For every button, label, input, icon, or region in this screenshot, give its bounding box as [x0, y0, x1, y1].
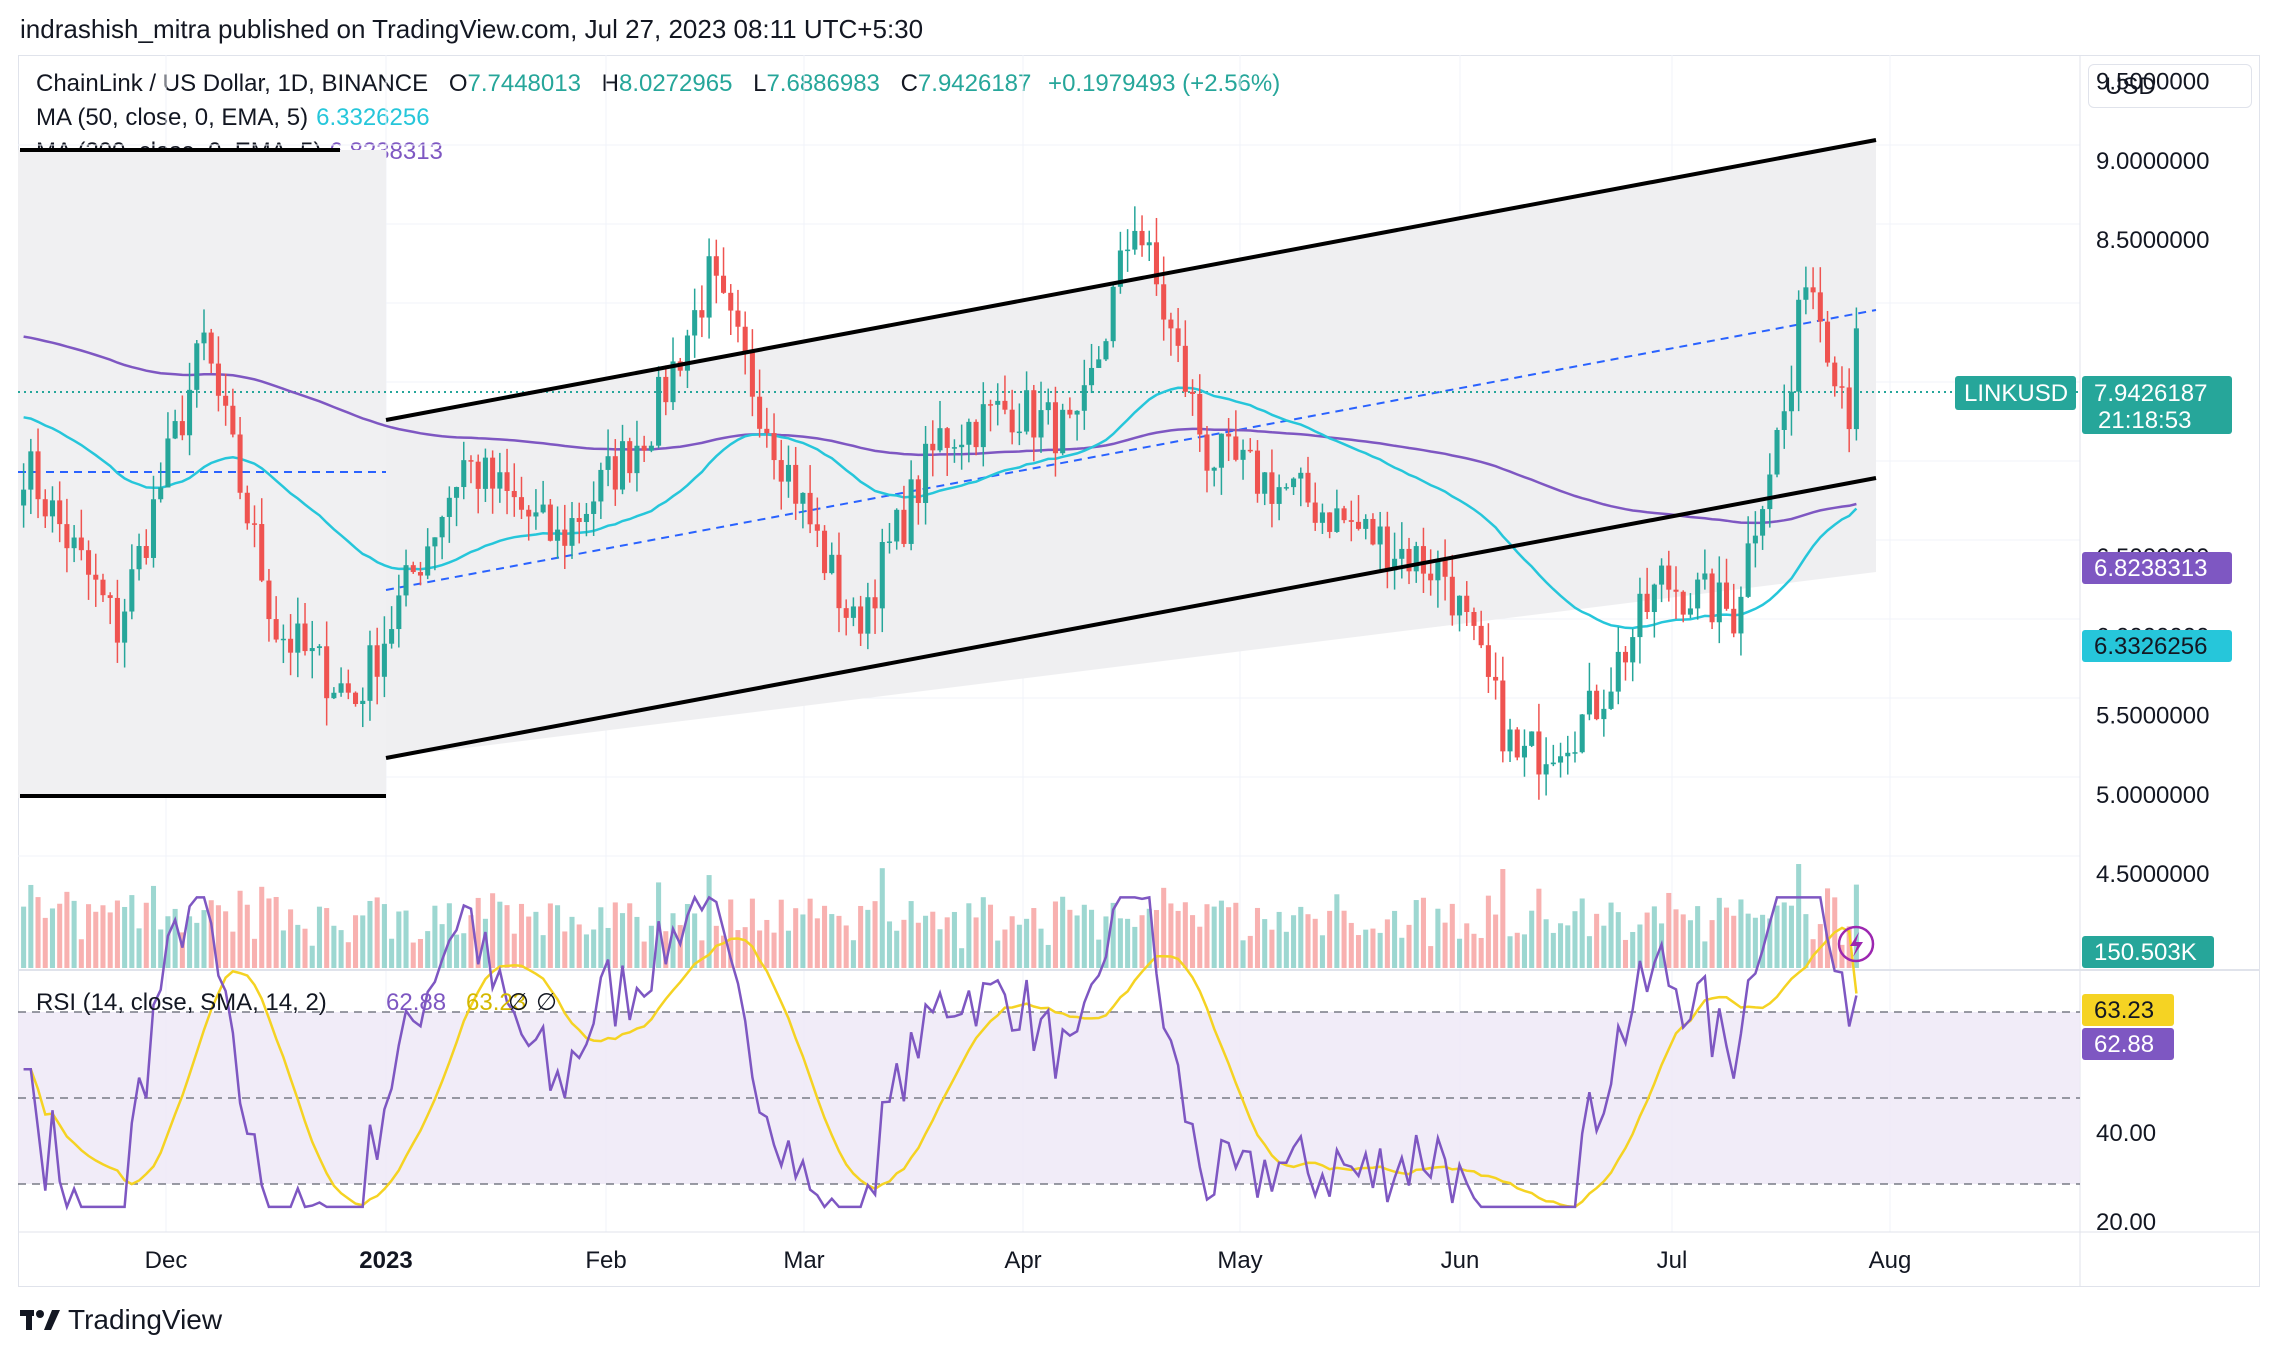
ma50-legend[interactable]: MA (50, close, 0, EMA, 5) 6.3326256	[36, 104, 430, 132]
footer-brand[interactable]: TradingView	[20, 1304, 222, 1336]
chart-frame	[18, 55, 2260, 1287]
close-label: C	[900, 70, 918, 97]
open-value: 7.7448013	[467, 70, 581, 97]
volume-label: Vol · LINK	[36, 172, 145, 199]
open-label: O	[448, 70, 468, 97]
ohlc-legend: ChainLink / US Dollar, 1D, BINANCE O7.74…	[36, 70, 1280, 98]
footer-brand-text: TradingView	[68, 1304, 223, 1335]
ma50-label: MA (50, close, 0, EMA, 5)	[36, 104, 309, 131]
low-label: L	[753, 70, 767, 97]
ma50-value: 6.3326256	[316, 104, 430, 131]
symbol-title[interactable]: ChainLink / US Dollar, 1D, BINANCE	[36, 70, 429, 97]
low-value: 7.6886983	[766, 70, 880, 97]
ma200-label: MA (200, close, 0, EMA, 5)	[36, 138, 322, 165]
volume-legend[interactable]: Vol · LINK 150.503K	[36, 172, 255, 200]
ma200-legend[interactable]: MA (200, close, 0, EMA, 5) 6.8238313	[36, 138, 443, 166]
ma200-value: 6.8238313	[329, 138, 443, 165]
high-value: 8.0272965	[618, 70, 733, 97]
high-label: H	[601, 70, 619, 97]
currency-button[interactable]: USD	[2088, 64, 2252, 108]
volume-value: 150.503K	[152, 172, 255, 199]
change-value: +0.1979493 (+2.56%)	[1048, 70, 1281, 97]
close-value: 7.9426187	[917, 70, 1032, 97]
tradingview-logo-icon	[20, 1310, 60, 1330]
publish-header: indrashish_mitra published on TradingVie…	[20, 14, 924, 44]
